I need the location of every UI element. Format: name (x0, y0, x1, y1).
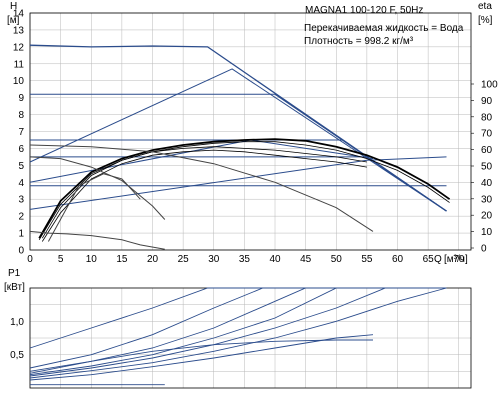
y2-tick-label: 0 (481, 244, 487, 255)
y2-tick-label: 70 (481, 129, 493, 140)
series-line-control-line (29, 156, 447, 210)
y-tick-label: 0 (18, 246, 24, 257)
y2-axis-unit: [%] (478, 15, 493, 26)
y2-tick-label: 90 (481, 96, 493, 107)
series-line-reference (41, 146, 367, 239)
y-tick-label: 1 (18, 229, 24, 240)
power-chart-ticks: 0,5 1,0 (10, 317, 24, 361)
head-chart-frame (29, 12, 472, 251)
y-tick-label: 14 (13, 9, 25, 20)
power-series-line (29, 287, 447, 376)
series-line-partial-load (47, 173, 141, 242)
y2-tick-label: 20 (481, 211, 493, 222)
y-tick-label: 11 (14, 59, 25, 70)
head-chart-ticks: 0 5 10 15 20 25 30 35 40 45 50 55 60 65 70012345678910… (13, 9, 498, 266)
head-chart-series (29, 44, 451, 250)
series-line-max-curve (29, 44, 447, 212)
y-tick-label: 3 (18, 195, 24, 206)
power-y-tick-label: 1,0 (10, 317, 24, 328)
series-line-reference (38, 141, 450, 241)
power-y-axis-unit: [кВт] (4, 282, 25, 293)
x-tick-label: 5 (58, 254, 64, 265)
y-tick-label: 2 (18, 212, 24, 223)
y-axis-unit: [м] (7, 15, 20, 26)
y-tick-label: 5 (18, 161, 24, 172)
x-tick-label: 25 (178, 254, 190, 265)
x-tick-label: 60 (392, 254, 404, 265)
power-chart-grid (29, 288, 471, 388)
y2-axis-label: eta (478, 1, 492, 12)
power-series-line (29, 334, 374, 381)
y2-tick-label: 50 (481, 162, 493, 173)
x-tick-label: 70 (453, 254, 465, 265)
power-y-tick-label: 0,5 (10, 350, 24, 361)
x-tick-label: 35 (239, 254, 251, 265)
y-tick-label: 4 (18, 178, 24, 189)
power-chart-series (29, 287, 447, 386)
y2-tick-label: 80 (481, 112, 493, 123)
y-tick-label: 8 (18, 110, 24, 121)
series-line-reference (41, 149, 367, 242)
head-chart-grid (29, 12, 471, 251)
power-series-line (29, 287, 447, 377)
x-tick-label: 45 (300, 254, 312, 265)
x-tick-label: 55 (361, 254, 373, 265)
annotation-liquid: Перекачиваемая жидкость = Вода (304, 23, 464, 34)
y-tick-label: 10 (13, 76, 25, 87)
y2-tick-label: 10 (481, 227, 493, 238)
y-tick-label: 6 (18, 144, 24, 155)
y2-tick-label: 60 (481, 145, 493, 156)
x-tick-label: 65 (423, 254, 435, 265)
x-tick-label: 10 (86, 254, 98, 265)
x-axis-label: Q (434, 254, 442, 265)
x-tick-label: 30 (208, 254, 220, 265)
y-tick-label: 9 (18, 93, 24, 104)
power-series-line (29, 287, 447, 379)
y2-tick-label: 30 (481, 194, 493, 205)
x-tick-label: 15 (116, 254, 128, 265)
y2-tick-label: 40 (481, 178, 493, 189)
y-tick-label: 7 (18, 127, 24, 138)
y-tick-label: 12 (13, 42, 25, 53)
series-line-partial-load (29, 156, 166, 220)
series-line-control-line (29, 68, 447, 212)
chart-title: MAGNA1 100-120 F, 50Hz (305, 5, 423, 16)
y2-tick-label: 100 (481, 80, 498, 91)
y-tick-label: 13 (13, 25, 25, 36)
x-axis-unit: [м³/ч] (444, 254, 468, 265)
x-tick-label: 20 (147, 254, 159, 265)
series-line-reference (38, 138, 451, 239)
x-tick-label: 50 (331, 254, 343, 265)
power-y-axis-label: P1 (8, 268, 21, 279)
series-line-partial-load (29, 144, 374, 232)
annotation-density: Плотность = 998.2 кг/м³ (304, 36, 414, 47)
y-axis-label: H (10, 1, 17, 12)
power-series-line (29, 339, 373, 374)
x-tick-label: 0 (27, 254, 33, 265)
x-tick-label: 40 (269, 254, 281, 265)
power-series-line (29, 287, 447, 369)
series-line-partial-load (29, 230, 165, 250)
